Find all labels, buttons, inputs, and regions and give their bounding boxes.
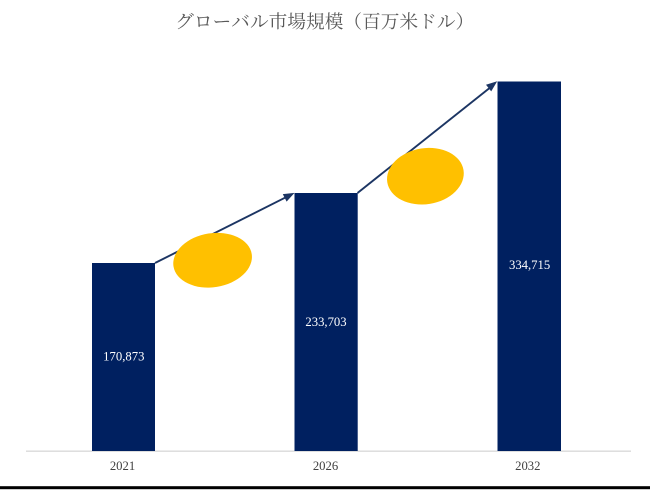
svg-text:233,703: 233,703 bbox=[305, 315, 346, 329]
svg-text:2021: 2021 bbox=[110, 459, 135, 473]
svg-text:2026: 2026 bbox=[313, 459, 338, 473]
svg-text:2032: 2032 bbox=[515, 459, 540, 473]
svg-text:334,715: 334,715 bbox=[509, 258, 550, 272]
svg-text:170,873: 170,873 bbox=[103, 350, 144, 364]
